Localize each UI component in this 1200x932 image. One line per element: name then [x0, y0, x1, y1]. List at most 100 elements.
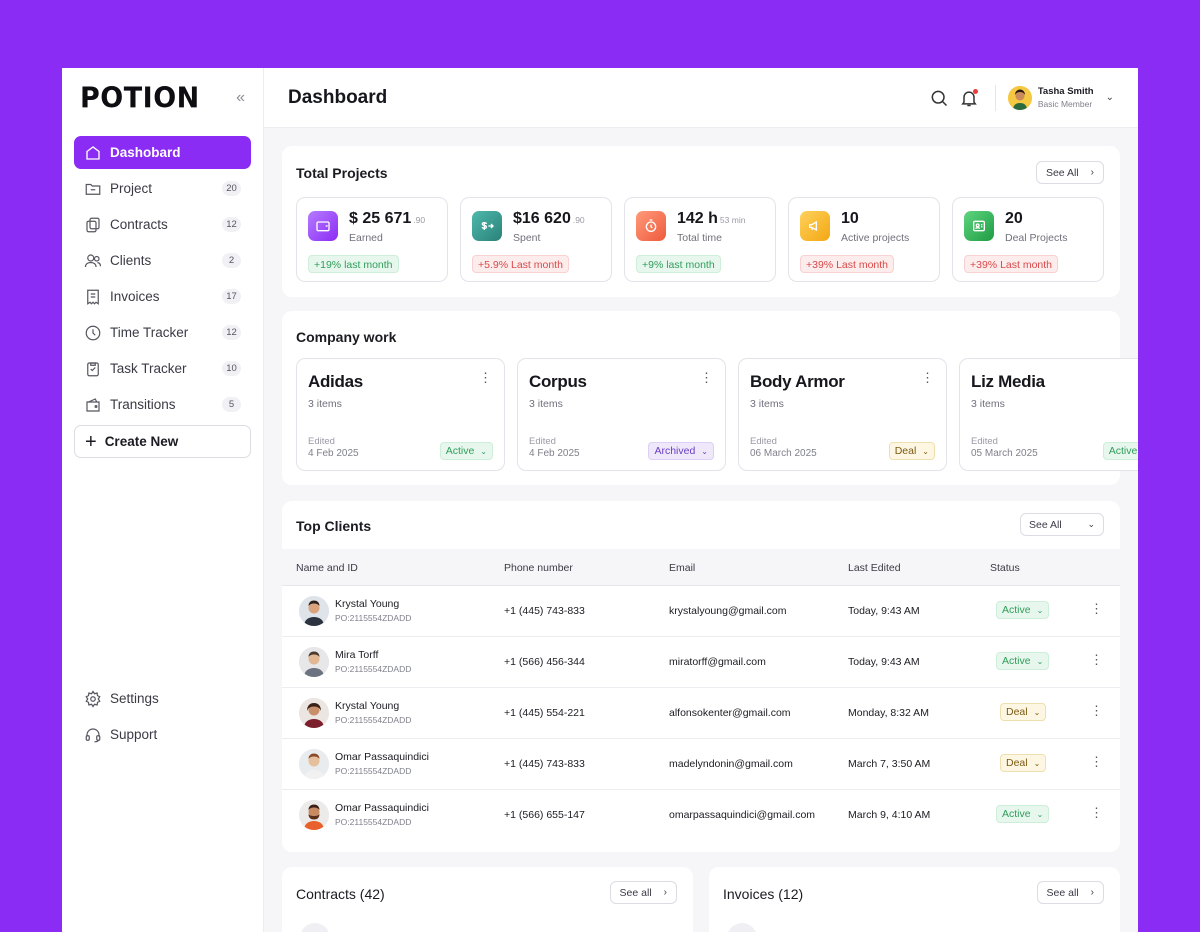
status-dropdown[interactable]: Active⌄ — [1102, 442, 1138, 460]
status-dropdown[interactable]: Active⌄ — [439, 442, 493, 460]
more-vertical-icon[interactable]: ⋮ — [479, 370, 492, 385]
see-all-label: See all — [619, 886, 652, 899]
email-cell: miratorff@gmail.com — [669, 656, 766, 668]
user-menu[interactable]: Tasha Smith Basic Member ⌄ — [1007, 85, 1114, 110]
sidebar-item-project[interactable]: Project 20 — [74, 172, 251, 205]
sidebar-item-time-tracker[interactable]: Time Tracker 12 — [74, 316, 251, 349]
sidebar-item-dashboard[interactable]: Dashobard — [74, 136, 251, 169]
sidebar-item-label: Transitions — [110, 397, 176, 412]
more-vertical-icon[interactable]: ⋮ — [700, 370, 713, 385]
more-vertical-icon[interactable]: ⋮ — [1090, 601, 1103, 616]
trend-badge: +19% last month — [308, 255, 399, 273]
count-badge: 12 — [222, 325, 241, 340]
see-all-invoices-button[interactable]: See all › — [1036, 881, 1104, 904]
client-name: Omar Passaquindici — [335, 802, 429, 814]
more-vertical-icon[interactable]: ⋮ — [1090, 703, 1103, 718]
status-dropdown[interactable]: Deal ⌄ — [1000, 703, 1047, 721]
sidebar-item-invoices[interactable]: Invoices 17 — [74, 280, 251, 313]
sidebar-bottom-nav: Settings Support — [74, 682, 251, 754]
see-all-projects-button[interactable]: See All › — [1035, 161, 1104, 184]
wallet-icon — [308, 211, 338, 241]
user-role: Basic Member — [1037, 99, 1093, 109]
logo: POTION — [80, 81, 200, 115]
more-vertical-icon[interactable]: ⋮ — [1090, 805, 1103, 820]
section-title: Top Clients — [296, 518, 372, 534]
client-id: PO:2115554ZDADD — [335, 613, 412, 623]
sidebar-item-label: Project — [110, 181, 153, 196]
collapse-sidebar-icon[interactable]: « — [236, 89, 245, 106]
copy-icon — [84, 216, 102, 234]
stat-label: Spent — [513, 232, 541, 244]
edited-date: 4 Feb 2025 — [308, 448, 359, 459]
stats-row: $ 25 671.90 Earned +19% last month $16 6… — [296, 197, 1116, 282]
company-card-adidas[interactable]: Adidas 3 items ⋮ Edited 4 Feb 2025 Activ… — [296, 358, 505, 471]
status-dropdown[interactable]: Deal ⌄ — [1000, 754, 1047, 772]
sidebar-item-support[interactable]: Support — [74, 718, 251, 751]
sidebar-item-transitions[interactable]: Transitions 5 — [74, 388, 251, 421]
sidebar-item-label: Clients — [110, 253, 152, 268]
sidebar-item-contracts[interactable]: Contracts 12 — [74, 208, 251, 241]
more-vertical-icon[interactable]: ⋮ — [1090, 652, 1103, 667]
client-id: PO:2115554ZDADD — [335, 766, 412, 776]
status-dropdown[interactable]: Archived ⌄ — [648, 442, 714, 460]
stat-label: Active projects — [841, 232, 910, 244]
last-edited-cell: Today, 9:43 AM — [848, 656, 920, 668]
count-badge: 10 — [222, 361, 241, 376]
more-vertical-icon[interactable]: ⋮ — [921, 370, 934, 385]
count-badge: 20 — [222, 181, 241, 196]
company-card-corpus[interactable]: Corpus 3 items ⋮ Edited 4 Feb 2025 Archi… — [517, 358, 726, 471]
create-new-button[interactable]: + Create New — [74, 425, 251, 458]
table-header: Name and ID Phone number Email Last Edit… — [282, 549, 1120, 586]
phone-cell: +1 (566) 655-147 — [504, 809, 585, 821]
column-header: Last Edited — [848, 562, 901, 574]
chevron-down-icon: ⌄ — [1033, 758, 1041, 768]
edited-date: 06 March 2025 — [750, 448, 817, 459]
phone-cell: +1 (566) 456-344 — [504, 656, 585, 668]
status-dropdown[interactable]: Deal ⌄ — [888, 442, 935, 460]
avatar — [299, 596, 329, 626]
edited-label: Edited — [971, 436, 998, 447]
company-card-liz-media[interactable]: Liz Media 3 items ⋮ Edited 05 March 2025… — [959, 358, 1138, 471]
table-row[interactable]: Mira Torff PO:2115554ZDADD +1 (566) 456-… — [282, 637, 1120, 688]
client-id: PO:2115554ZDADD — [335, 715, 412, 725]
sidebar-item-clients[interactable]: Clients 2 — [74, 244, 251, 277]
section-title: Company work — [296, 329, 397, 345]
table-row[interactable]: Krystal Young PO:2115554ZDADD +1 (445) 5… — [282, 688, 1120, 739]
status-dropdown[interactable]: Active⌄ — [996, 652, 1050, 670]
client-name: Krystal Young — [335, 700, 400, 712]
see-all-contracts-button[interactable]: See all › — [609, 881, 677, 904]
bell-icon[interactable] — [959, 88, 979, 108]
search-icon[interactable] — [929, 88, 949, 108]
see-all-clients-dropdown[interactable]: See All ⌄ — [1020, 513, 1104, 536]
status-dropdown[interactable]: Active⌄ — [996, 805, 1050, 823]
sidebar-item-task-tracker[interactable]: Task Tracker 10 — [74, 352, 251, 385]
sidebar-item-settings[interactable]: Settings — [74, 682, 251, 715]
company-work-card: Company work Adidas 3 items ⋮ Edited 4 F… — [282, 311, 1138, 485]
company-items: 3 items — [529, 398, 563, 410]
stat-label: Deal Projects — [1005, 232, 1068, 244]
section-title: Total Projects — [296, 165, 388, 181]
megaphone-icon — [800, 211, 830, 241]
avatar — [299, 698, 329, 728]
trend-badge: +5.9% Last month — [472, 255, 569, 273]
chevron-right-icon: › — [1090, 167, 1094, 178]
chevron-down-icon: ⌄ — [1087, 519, 1095, 529]
phone-cell: +1 (445) 743-833 — [504, 605, 585, 617]
sidebar-item-label: Time Tracker — [110, 325, 189, 340]
company-card-body-armor[interactable]: Body Armor 3 items ⋮ Edited 06 March 202… — [738, 358, 947, 471]
stat-total-time: 142 h 53 min Total time +9% last month — [624, 197, 776, 282]
more-vertical-icon[interactable]: ⋮ — [1090, 754, 1103, 769]
user-info: Tasha Smith Basic Member — [1038, 86, 1094, 109]
phone-cell: +1 (445) 743-833 — [504, 758, 585, 770]
status-dropdown[interactable]: Active⌄ — [996, 601, 1050, 619]
client-id: PO:2115554ZDADD — [335, 817, 412, 827]
table-row[interactable]: Omar Passaquindici PO:2115554ZDADD +1 (5… — [282, 790, 1120, 841]
table-row[interactable]: Omar Passaquindici PO:2115554ZDADD +1 (4… — [282, 739, 1120, 790]
table-row[interactable]: Krystal Young PO:2115554ZDADD +1 (445) 7… — [282, 586, 1120, 637]
company-name: Body Armor — [750, 372, 845, 391]
stat-label: Total time — [677, 232, 722, 244]
sidebar: POTION « Dashobard Project 20 Contracts … — [62, 68, 264, 932]
company-name: Corpus — [529, 372, 587, 391]
sidebar-nav: Dashobard Project 20 Contracts 12 Client… — [62, 128, 263, 421]
plus-icon: + — [85, 430, 97, 453]
